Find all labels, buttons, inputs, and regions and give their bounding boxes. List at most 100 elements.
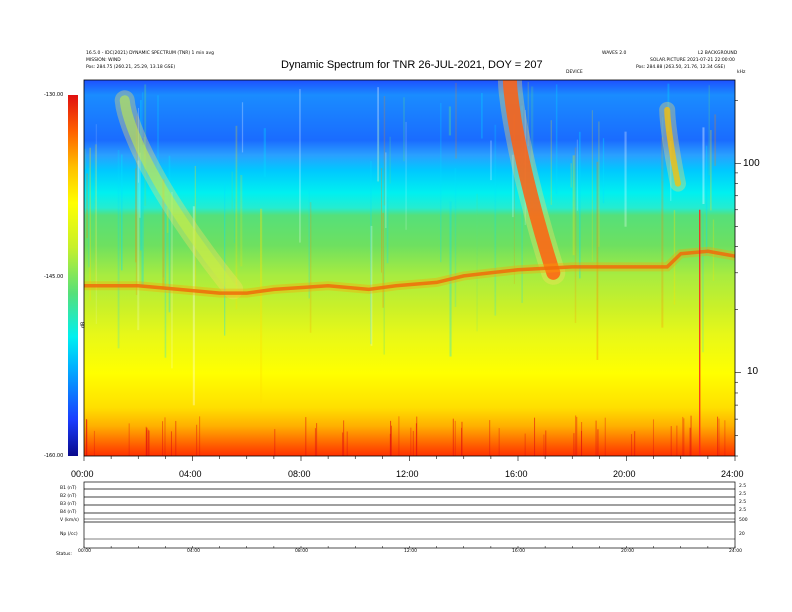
streak <box>148 430 150 456</box>
colorbar-unit-label: dB <box>80 321 87 329</box>
streak <box>141 144 144 286</box>
radio-burst <box>119 95 239 295</box>
y-tick-label-10: 10 <box>747 366 759 377</box>
streak <box>259 208 263 404</box>
header-line2-right: SOLAR.PICTURE 2021-07-21 22:00:00 <box>650 58 735 63</box>
streak <box>717 416 719 456</box>
streak <box>598 121 600 247</box>
streak <box>164 417 166 456</box>
subpanel-x-label-0: 00:00 <box>78 549 91 554</box>
x-tick-label-8: 08:00 <box>288 469 311 479</box>
streak <box>192 206 195 406</box>
streak <box>196 424 198 456</box>
subpanel-right-5: 500 <box>739 518 748 523</box>
streak <box>263 128 266 177</box>
streak <box>342 432 344 456</box>
streak <box>377 119 380 183</box>
streak <box>94 144 97 291</box>
streak <box>705 145 708 255</box>
subpanel-frame <box>83 481 736 549</box>
streak <box>524 433 526 456</box>
streak <box>662 117 664 182</box>
streak <box>403 97 405 162</box>
streak <box>95 124 97 324</box>
subpanel-row-label-3: B3 (nT) <box>60 502 77 507</box>
streak <box>309 202 312 333</box>
streak <box>93 430 95 456</box>
streak <box>89 147 91 301</box>
subpanel-status-label: Status: <box>56 552 72 557</box>
streak <box>382 212 384 308</box>
streak <box>146 429 148 456</box>
streak <box>199 416 201 456</box>
streak <box>194 165 197 293</box>
streak <box>575 415 577 456</box>
streak <box>724 420 726 456</box>
vertical-streaks <box>84 82 726 456</box>
streak <box>140 100 142 251</box>
streak <box>574 147 577 323</box>
streak <box>521 105 523 303</box>
subpanel-x-label-24: 24:00 <box>729 549 742 554</box>
subpanel-row-label-1: B1 (nT) <box>60 486 77 491</box>
y-ticks <box>735 99 741 457</box>
streak <box>690 415 692 456</box>
streak <box>527 82 529 147</box>
spectrogram <box>84 80 735 456</box>
streak <box>570 163 572 188</box>
streak <box>682 416 684 456</box>
chart-title: Dynamic Spectrum for TNR 26-JUL-2021, DO… <box>281 59 543 71</box>
header-device-label: DEVICE <box>566 70 583 75</box>
streak <box>543 434 545 456</box>
subpanel-row-label-5: V (km/s) <box>60 518 79 523</box>
streak <box>398 416 400 456</box>
radio-burst <box>502 80 561 280</box>
streak <box>145 426 147 456</box>
streak <box>710 130 712 211</box>
streak <box>494 124 497 316</box>
subpanel-row-label-2: B2 (nT) <box>60 494 77 499</box>
streak <box>86 419 88 456</box>
streak <box>513 114 515 284</box>
streak <box>88 167 90 268</box>
streak <box>481 93 483 139</box>
streak <box>135 168 137 263</box>
streak <box>604 417 606 456</box>
streak <box>631 434 633 456</box>
streak <box>673 210 676 305</box>
streak <box>661 137 664 328</box>
streak <box>241 102 244 153</box>
streak <box>591 110 593 262</box>
x-tick-label-0: 00:00 <box>71 469 94 479</box>
streak <box>139 152 141 218</box>
streak <box>555 84 558 194</box>
header-line2-left: MISSION: WIND <box>86 58 121 63</box>
subpanel-x-ticks <box>83 546 736 548</box>
streak <box>676 425 678 456</box>
streak <box>454 167 457 307</box>
streak <box>689 427 691 456</box>
streak <box>489 420 491 456</box>
streak <box>498 428 500 456</box>
streak <box>405 121 407 230</box>
streak <box>164 203 167 358</box>
streak <box>573 433 575 456</box>
streak <box>370 225 373 346</box>
streak <box>702 127 705 205</box>
streak <box>386 197 389 264</box>
streak <box>683 418 685 456</box>
y-tick-label-100: 100 <box>743 158 760 169</box>
streak <box>224 182 226 336</box>
streak <box>231 171 233 214</box>
streak <box>415 423 417 456</box>
streak <box>157 95 159 190</box>
subpanel-rows <box>84 488 735 540</box>
streak <box>455 82 457 159</box>
streak <box>440 103 442 263</box>
streak <box>530 86 534 249</box>
subpanel-x-label-4: 04:00 <box>187 549 200 554</box>
colorbar-tick-top: -130.00 <box>44 92 64 98</box>
header-line3-right: Pos: 284.88 (263.50, 21.76, 12.34 GSE) <box>636 65 726 70</box>
streak <box>147 429 149 456</box>
